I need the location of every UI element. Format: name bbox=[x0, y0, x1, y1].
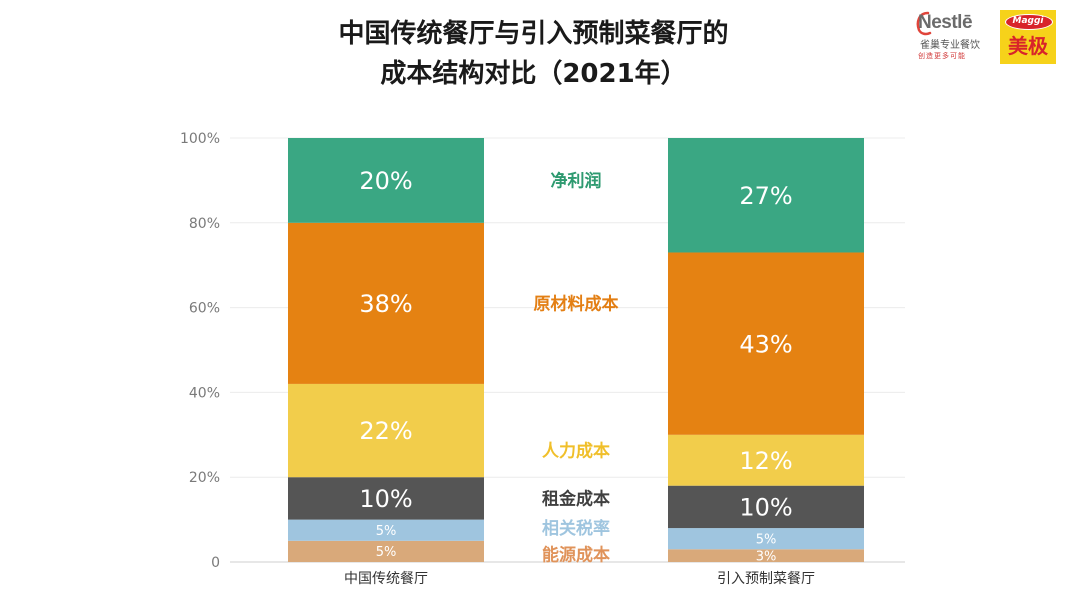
data-label: 20% bbox=[359, 167, 412, 195]
maggi-oval-icon bbox=[1005, 14, 1053, 30]
nestle-arc-icon bbox=[916, 11, 932, 36]
nestle-wordmark: Nestlē bbox=[918, 12, 973, 33]
chart-title-line-1: 中国传统餐厅与引入预制菜餐厅的 bbox=[338, 19, 729, 49]
nestle-slogan: 创造更多可能 bbox=[918, 52, 966, 60]
bar-segment bbox=[288, 138, 484, 223]
nestle-chinese-name: 雀巢专业餐饮 bbox=[920, 40, 980, 51]
chart-title-line-2: 成本结构对比（2021年） bbox=[380, 59, 687, 89]
data-label: 5% bbox=[376, 524, 397, 539]
bar-segment bbox=[668, 252, 864, 435]
legend-label: 净利润 bbox=[551, 170, 602, 191]
chart-title: 中国传统餐厅与引入预制菜餐厅的 成本结构对比（2021年） bbox=[0, 14, 1067, 94]
bar-segment bbox=[668, 434, 864, 486]
y-tick-label: 40% bbox=[189, 385, 220, 401]
x-tick-label: 中国传统餐厅 bbox=[344, 571, 428, 587]
y-tick-label: 0 bbox=[211, 555, 220, 571]
bar-segment bbox=[288, 383, 484, 478]
brand-logos: Nestlē 雀巢专业餐饮 创造更多可能 Maggi 美极 bbox=[914, 8, 1060, 64]
y-tick-label: 100% bbox=[180, 131, 220, 147]
maggi-chinese-name: 美极 bbox=[1008, 34, 1048, 58]
nestle-logo: Nestlē 雀巢专业餐饮 创造更多可能 bbox=[914, 8, 998, 64]
bar-segment bbox=[668, 485, 864, 529]
maggi-wordmark: Maggi bbox=[1012, 16, 1044, 26]
bar-segment bbox=[288, 222, 484, 384]
maggi-logo: Maggi 美极 bbox=[1000, 10, 1056, 64]
x-tick-label: 引入预制菜餐厅 bbox=[717, 571, 815, 587]
bar-segment bbox=[668, 528, 864, 550]
data-label: 38% bbox=[359, 290, 412, 318]
legend-label: 租金成本 bbox=[542, 488, 610, 509]
bar-segment bbox=[288, 540, 484, 562]
data-label: 12% bbox=[739, 447, 792, 475]
y-tick-label: 60% bbox=[189, 301, 220, 317]
legend-label: 相关税率 bbox=[542, 518, 610, 539]
bar-segment bbox=[668, 549, 864, 562]
legend-label: 人力成本 bbox=[542, 441, 610, 462]
data-label: 3% bbox=[756, 549, 777, 564]
data-label: 5% bbox=[756, 532, 777, 547]
data-label: 27% bbox=[739, 182, 792, 210]
data-label: 10% bbox=[359, 485, 412, 513]
legend-label: 原材料成本 bbox=[534, 293, 619, 314]
data-label: 43% bbox=[739, 330, 792, 358]
y-tick-label: 20% bbox=[189, 470, 220, 486]
legend-label: 能源成本 bbox=[542, 544, 610, 565]
data-label: 5% bbox=[376, 545, 397, 560]
data-label: 22% bbox=[359, 417, 412, 445]
y-tick-label: 80% bbox=[189, 216, 220, 232]
bar-segment bbox=[288, 477, 484, 520]
bar-segment bbox=[668, 138, 864, 253]
bar-segment bbox=[288, 519, 484, 541]
data-label: 10% bbox=[739, 494, 792, 522]
